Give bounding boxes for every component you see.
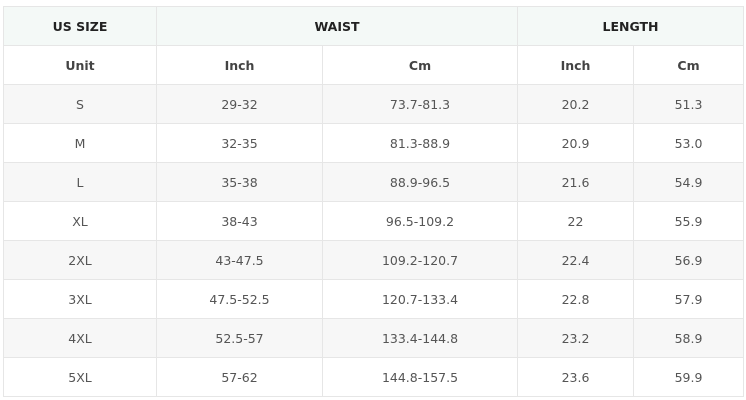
cell-waist-cm: 88.9-96.5 [322, 162, 518, 202]
cell-waist-cm: 96.5-109.2 [322, 201, 518, 241]
cell-size: 5XL [3, 357, 157, 397]
header-waist: WAIST [156, 6, 518, 46]
unit-length-cm: Cm [633, 45, 744, 85]
cell-length-cm: 56.9 [633, 240, 744, 280]
cell-length-cm: 51.3 [633, 84, 744, 124]
cell-length-inch: 20.9 [517, 123, 634, 163]
size-chart-table: US SIZE WAIST LENGTH Unit Inch Cm Inch C… [3, 6, 744, 397]
cell-waist-cm: 144.8-157.5 [322, 357, 518, 397]
cell-waist-inch: 47.5-52.5 [156, 279, 323, 319]
cell-length-inch: 22.4 [517, 240, 634, 280]
cell-size: 4XL [3, 318, 157, 358]
cell-length-inch: 22 [517, 201, 634, 241]
cell-waist-inch: 57-62 [156, 357, 323, 397]
table-row: 3XL 47.5-52.5 120.7-133.4 22.8 57.9 [3, 279, 744, 319]
cell-waist-cm: 120.7-133.4 [322, 279, 518, 319]
cell-size: 3XL [3, 279, 157, 319]
table-row: L 35-38 88.9-96.5 21.6 54.9 [3, 162, 744, 202]
cell-length-cm: 59.9 [633, 357, 744, 397]
unit-waist-inch: Inch [156, 45, 323, 85]
header-row: US SIZE WAIST LENGTH [3, 6, 744, 46]
cell-length-cm: 57.9 [633, 279, 744, 319]
table-row: M 32-35 81.3-88.9 20.9 53.0 [3, 123, 744, 163]
cell-length-inch: 22.8 [517, 279, 634, 319]
unit-label: Unit [3, 45, 157, 85]
cell-length-inch: 23.6 [517, 357, 634, 397]
cell-size: XL [3, 201, 157, 241]
unit-row: Unit Inch Cm Inch Cm [3, 45, 744, 85]
unit-waist-cm: Cm [322, 45, 518, 85]
cell-waist-inch: 32-35 [156, 123, 323, 163]
table-row: 5XL 57-62 144.8-157.5 23.6 59.9 [3, 357, 744, 397]
table-row: XL 38-43 96.5-109.2 22 55.9 [3, 201, 744, 241]
cell-length-cm: 55.9 [633, 201, 744, 241]
cell-length-cm: 54.9 [633, 162, 744, 202]
cell-waist-cm: 73.7-81.3 [322, 84, 518, 124]
cell-size: 2XL [3, 240, 157, 280]
cell-waist-inch: 52.5-57 [156, 318, 323, 358]
table-row: S 29-32 73.7-81.3 20.2 51.3 [3, 84, 744, 124]
table-row: 4XL 52.5-57 133.4-144.8 23.2 58.9 [3, 318, 744, 358]
cell-waist-inch: 35-38 [156, 162, 323, 202]
cell-size: M [3, 123, 157, 163]
cell-length-inch: 20.2 [517, 84, 634, 124]
cell-waist-inch: 43-47.5 [156, 240, 323, 280]
cell-size: S [3, 84, 157, 124]
cell-waist-cm: 81.3-88.9 [322, 123, 518, 163]
cell-waist-cm: 109.2-120.7 [322, 240, 518, 280]
cell-waist-inch: 29-32 [156, 84, 323, 124]
cell-size: L [3, 162, 157, 202]
cell-waist-inch: 38-43 [156, 201, 323, 241]
unit-length-inch: Inch [517, 45, 634, 85]
header-length: LENGTH [517, 6, 744, 46]
header-us-size: US SIZE [3, 6, 157, 46]
cell-length-inch: 21.6 [517, 162, 634, 202]
cell-length-cm: 53.0 [633, 123, 744, 163]
table-row: 2XL 43-47.5 109.2-120.7 22.4 56.9 [3, 240, 744, 280]
cell-length-inch: 23.2 [517, 318, 634, 358]
cell-length-cm: 58.9 [633, 318, 744, 358]
cell-waist-cm: 133.4-144.8 [322, 318, 518, 358]
